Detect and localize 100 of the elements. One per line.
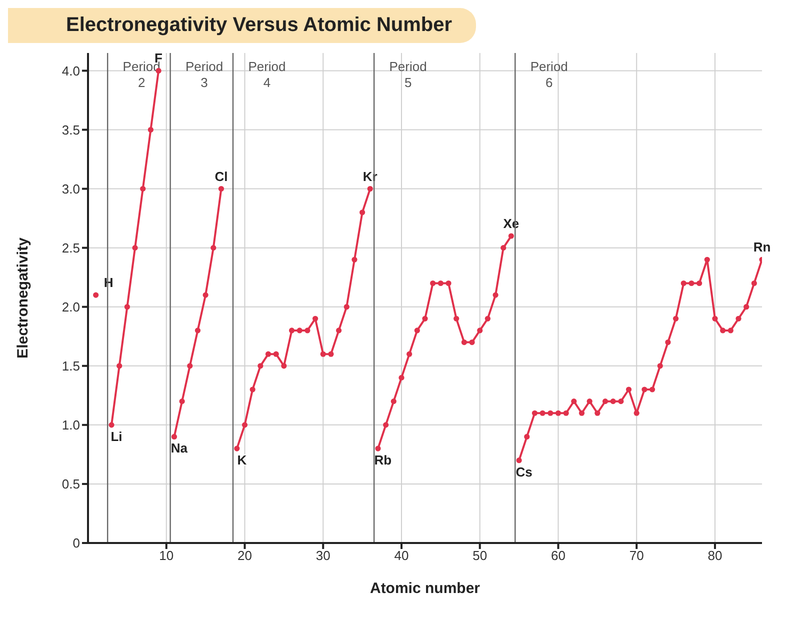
point	[398, 374, 404, 380]
point	[296, 328, 302, 334]
point	[336, 328, 342, 334]
x-tick-label: 10	[159, 548, 174, 564]
point	[696, 280, 702, 286]
y-tick-label: 4.0	[62, 63, 80, 78]
ref-line-label: Period 4	[248, 59, 286, 90]
point	[108, 422, 114, 428]
point	[618, 398, 624, 404]
point	[492, 292, 498, 298]
point	[132, 245, 138, 251]
point	[626, 386, 632, 392]
point	[571, 398, 577, 404]
point	[704, 256, 710, 262]
point	[484, 316, 490, 322]
point	[680, 280, 686, 286]
x-tick-label: 20	[238, 548, 252, 564]
annotation: Rn	[753, 240, 771, 255]
ref-line-label: Period 6	[530, 59, 568, 90]
point	[430, 280, 436, 286]
annotation: K	[237, 452, 248, 468]
x-tick-label: 80	[708, 548, 722, 564]
point	[477, 328, 483, 334]
point	[736, 316, 742, 322]
point	[352, 256, 358, 262]
point	[218, 186, 224, 192]
point	[93, 292, 99, 298]
point	[265, 351, 272, 357]
point	[202, 292, 208, 298]
point	[344, 304, 350, 310]
point	[555, 410, 562, 416]
point	[438, 280, 444, 286]
point	[320, 351, 326, 357]
point	[688, 280, 694, 286]
point	[751, 280, 757, 286]
point	[288, 328, 295, 334]
x-tick-label: 50	[472, 548, 488, 564]
point	[665, 339, 671, 346]
point	[375, 446, 381, 452]
point	[602, 398, 608, 404]
ref-line-label: Period 3	[186, 59, 224, 90]
annotation: Na	[170, 440, 188, 456]
annotation: Rb	[374, 452, 392, 468]
point	[532, 410, 538, 416]
point	[360, 210, 366, 216]
point	[328, 351, 334, 357]
point	[524, 434, 530, 440]
x-axis-title: Atomic number	[370, 580, 480, 597]
point	[454, 316, 460, 322]
point	[642, 386, 648, 392]
point	[422, 316, 428, 322]
point	[712, 316, 718, 322]
point	[500, 245, 506, 251]
point	[383, 422, 389, 428]
y-tick-label: 0.5	[62, 476, 80, 492]
point	[634, 410, 640, 416]
point	[720, 328, 726, 334]
point	[578, 410, 585, 416]
point	[250, 386, 256, 392]
point	[548, 410, 554, 416]
point	[148, 126, 154, 133]
y-tick-label: 3.0	[62, 181, 80, 196]
point	[273, 351, 279, 357]
point	[124, 304, 130, 310]
point	[610, 398, 616, 404]
y-tick-label: 1.0	[62, 418, 80, 433]
point	[210, 245, 216, 251]
point	[312, 316, 318, 322]
point	[140, 186, 146, 192]
point	[586, 398, 592, 404]
point	[234, 446, 240, 452]
point	[179, 398, 185, 404]
point	[446, 280, 452, 286]
point	[171, 434, 178, 440]
point	[281, 363, 287, 369]
x-tick-label: 70	[629, 548, 644, 564]
chart-title: Electronegativity Versus Atomic Number	[8, 8, 476, 43]
point	[728, 328, 734, 334]
point	[649, 386, 656, 392]
annotation: Li	[110, 428, 122, 444]
point	[367, 186, 373, 192]
point	[672, 316, 679, 322]
point	[258, 363, 264, 369]
point	[744, 304, 750, 310]
x-tick-label: 30	[316, 548, 330, 564]
point	[461, 339, 467, 346]
point	[242, 422, 248, 428]
y-tick-label: 2.0	[62, 299, 80, 314]
x-tick-label: 60	[551, 548, 566, 564]
point	[563, 410, 569, 416]
point	[187, 363, 193, 369]
point	[414, 328, 420, 334]
y-tick-label: 3.5	[62, 122, 80, 138]
point	[540, 410, 546, 416]
point	[406, 351, 412, 357]
point	[390, 398, 396, 404]
y-tick-label: 1.5	[62, 358, 80, 374]
annotation: Cl	[214, 168, 228, 184]
y-axis-title: Electronegativity	[14, 236, 32, 358]
ref-line-label: Period 5	[389, 59, 427, 90]
